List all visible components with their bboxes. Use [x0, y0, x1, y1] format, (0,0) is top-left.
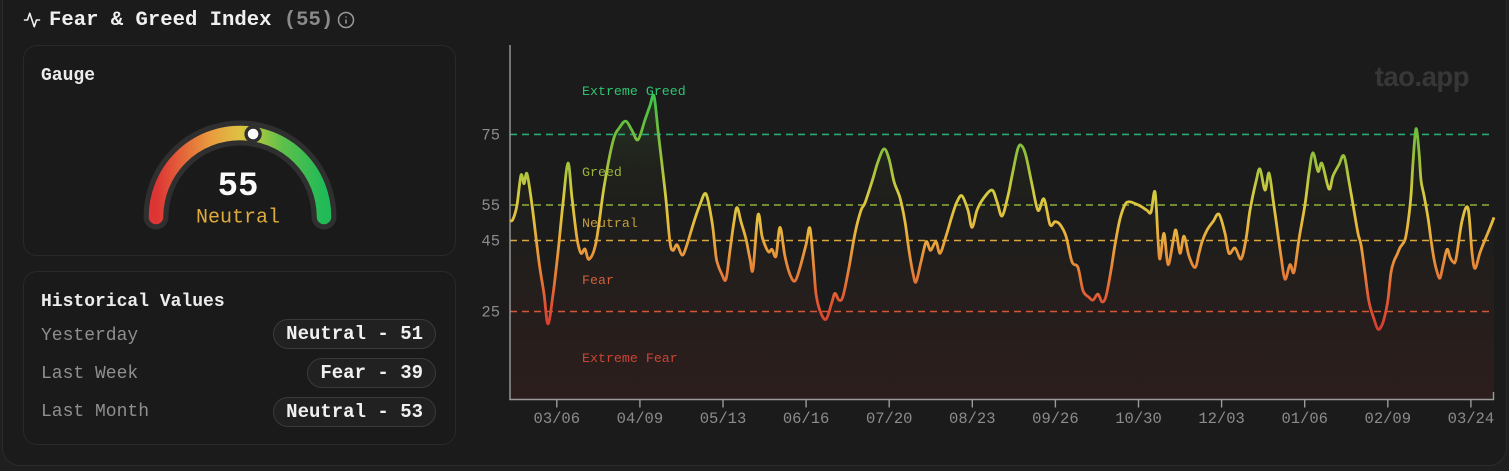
svg-text:06/16: 06/16	[783, 410, 830, 428]
svg-text:Fear: Fear	[582, 273, 614, 288]
svg-text:02/09: 02/09	[1365, 410, 1412, 428]
svg-text:55: 55	[481, 197, 500, 215]
svg-text:Neutral: Neutral	[582, 216, 638, 231]
svg-text:03/24: 03/24	[1448, 410, 1495, 428]
svg-text:tao.app: tao.app	[1375, 61, 1469, 92]
svg-text:01/06: 01/06	[1281, 410, 1328, 428]
svg-text:08/23: 08/23	[949, 410, 996, 428]
svg-text:09/26: 09/26	[1032, 410, 1079, 428]
svg-text:45: 45	[481, 233, 500, 251]
svg-text:Extreme Fear: Extreme Fear	[582, 351, 678, 366]
svg-text:Extreme Greed: Extreme Greed	[582, 84, 686, 99]
svg-text:07/20: 07/20	[866, 410, 913, 428]
svg-text:12/03: 12/03	[1198, 410, 1245, 428]
svg-text:Greed: Greed	[582, 165, 622, 180]
svg-text:75: 75	[481, 126, 500, 144]
svg-text:04/09: 04/09	[617, 410, 664, 428]
svg-text:10/30: 10/30	[1115, 410, 1162, 428]
svg-text:05/13: 05/13	[700, 410, 747, 428]
svg-text:55: 55	[218, 168, 259, 206]
svg-text:25: 25	[481, 304, 500, 322]
svg-text:Neutral: Neutral	[196, 207, 280, 230]
svg-text:03/06: 03/06	[534, 410, 581, 428]
